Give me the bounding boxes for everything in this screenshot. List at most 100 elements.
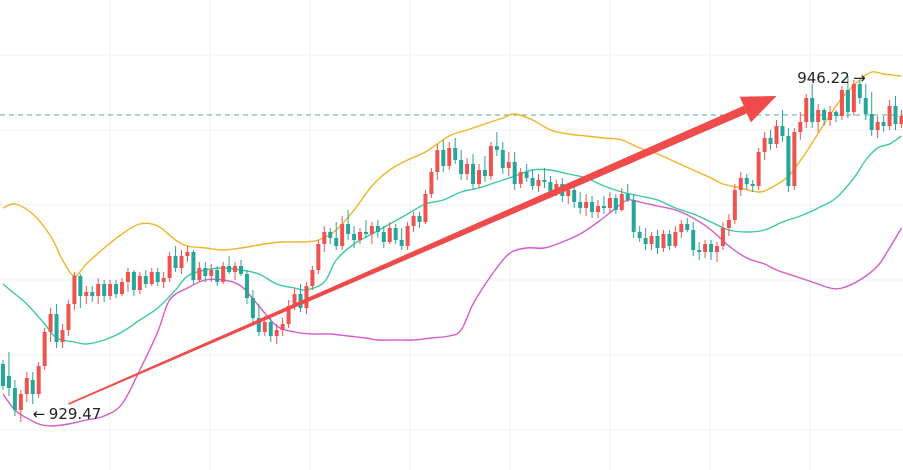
candle-up — [816, 104, 821, 132]
candle-body — [893, 106, 898, 124]
candle-down — [250, 290, 255, 324]
candle-down — [530, 170, 535, 190]
candle-body — [250, 298, 255, 318]
candle-down — [667, 230, 672, 250]
candle-down — [393, 224, 398, 244]
candle-body — [500, 150, 505, 168]
candle-down — [512, 152, 517, 190]
candle-body — [435, 150, 440, 172]
candle-body — [845, 90, 850, 112]
candle-body — [744, 178, 749, 184]
candle-up — [340, 216, 345, 250]
candle-body — [84, 292, 89, 296]
candle-body — [887, 106, 892, 126]
trend-arrow-head — [739, 96, 777, 123]
candle-down — [643, 228, 648, 250]
candle-body — [881, 122, 886, 126]
candle-body — [268, 322, 273, 336]
candle-down — [637, 226, 642, 242]
candle-down — [542, 168, 547, 188]
candle-up — [161, 272, 166, 288]
candle-body — [554, 184, 559, 192]
candle-down — [857, 80, 862, 104]
candle-down — [863, 84, 868, 120]
candle-up — [387, 222, 392, 244]
candle-body — [494, 146, 499, 150]
candle-body — [78, 276, 83, 296]
candle-down — [334, 222, 339, 250]
candle-up — [24, 372, 29, 402]
candle-body — [453, 148, 458, 160]
candle-body — [328, 232, 333, 238]
candle-up — [36, 362, 41, 398]
candle-body — [143, 276, 148, 284]
candle-up — [518, 168, 523, 188]
candle-up — [120, 278, 124, 296]
candle-body — [816, 110, 821, 122]
candle-down — [328, 228, 333, 244]
candle-body — [459, 160, 464, 174]
candle-up — [42, 328, 47, 370]
candle-body — [518, 172, 523, 184]
candle-body — [750, 184, 755, 186]
candle-body — [1, 364, 5, 386]
candle-body — [613, 198, 618, 210]
candle-down — [363, 220, 368, 238]
candle-up — [774, 120, 779, 148]
candle-body — [625, 194, 630, 200]
candle-body — [715, 246, 719, 252]
candle-down — [471, 154, 476, 190]
candle-up — [619, 188, 624, 212]
candle-body — [619, 194, 624, 210]
candle-down — [352, 226, 357, 248]
candle-up — [756, 148, 761, 190]
candle-body — [482, 170, 487, 176]
candle-up — [137, 272, 142, 294]
candle-up — [48, 308, 53, 342]
candle-up — [149, 268, 154, 286]
candle-body — [42, 332, 47, 366]
candle-body — [197, 268, 202, 280]
candle-up — [435, 144, 440, 180]
candle-body — [411, 216, 416, 226]
candle-up — [209, 264, 214, 282]
candle-body — [387, 228, 392, 242]
candle-up — [167, 252, 172, 282]
candle-up — [274, 324, 279, 344]
candle-up — [447, 142, 452, 170]
candle-body — [405, 226, 410, 246]
candle-body — [536, 180, 541, 186]
candle-down — [90, 286, 95, 302]
candle-down — [244, 270, 249, 304]
candle-up — [280, 318, 285, 336]
candle-body — [851, 84, 856, 112]
candle-body — [30, 380, 35, 394]
candle-body — [834, 112, 838, 116]
candle-body — [804, 98, 809, 122]
candle-body — [346, 224, 351, 234]
candle-down — [239, 260, 243, 276]
candle-body — [72, 276, 77, 304]
candle-up — [488, 142, 493, 180]
candle-up — [108, 280, 113, 300]
candle-up — [596, 200, 600, 218]
candle-body — [566, 190, 571, 196]
candle-down — [30, 372, 35, 404]
candle-up — [887, 100, 892, 130]
candle-body — [762, 138, 767, 152]
candle-body — [720, 228, 725, 246]
candle-body — [6, 376, 11, 388]
candle-down — [685, 218, 690, 232]
candle-body — [90, 292, 95, 296]
candle-down — [869, 92, 874, 136]
candle-body — [292, 294, 297, 306]
candle-down — [441, 140, 446, 172]
candle-body — [828, 112, 833, 120]
candle-body — [786, 136, 791, 186]
candle-body — [120, 282, 124, 294]
candle-body — [607, 198, 612, 208]
candle-body — [131, 272, 136, 290]
candle-body — [649, 236, 654, 244]
candle-up — [584, 194, 589, 216]
upper-band-line — [2, 71, 902, 277]
